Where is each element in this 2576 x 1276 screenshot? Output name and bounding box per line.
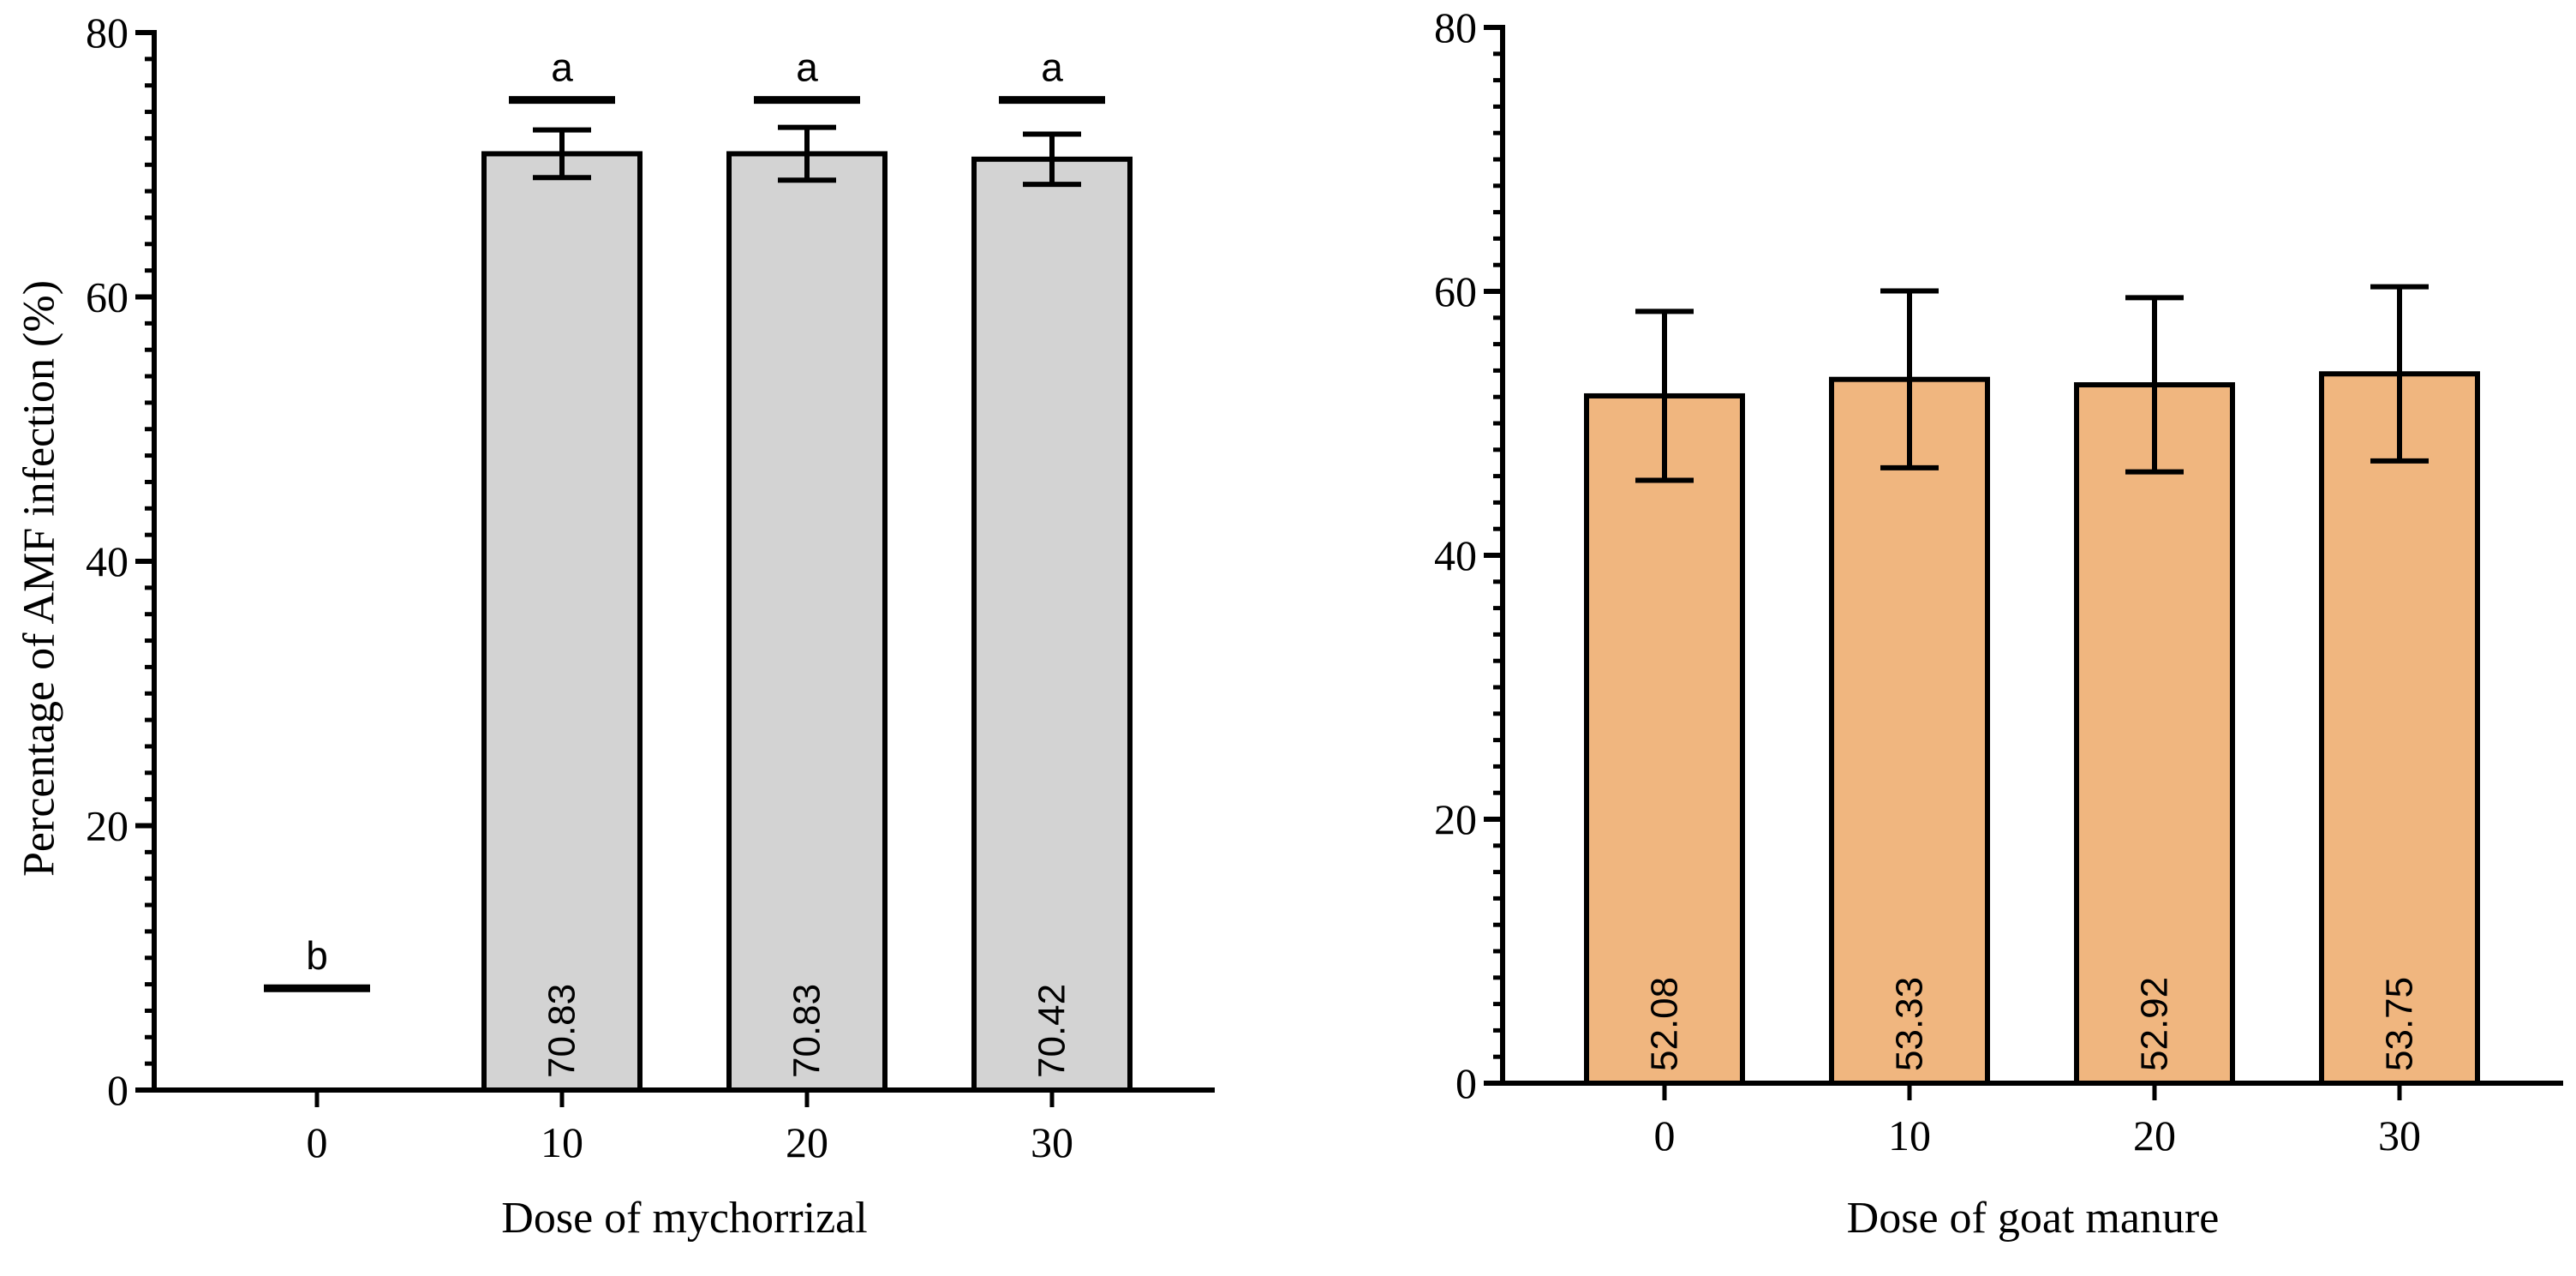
chart1.y-tick-label-60: 60 [1434,267,1477,315]
chart1.bar-30 [2319,371,2480,1086]
chart1.bar-10 [1829,376,1990,1086]
chart0.value-label-10: 70.83 [541,984,583,1078]
chart1.y-tick-label-80: 80 [1434,3,1477,51]
chart0.x-tick-label-20: 20 [786,1118,828,1166]
chart0.x-tick-label-30: 30 [1031,1118,1073,1166]
chart0.x-tick-label-10: 10 [541,1118,583,1166]
chart0.value-label-20: 70.83 [786,984,828,1078]
chart1.bar-20 [2074,382,2235,1087]
chart0.significance-letter-30: a [1041,45,1063,90]
chart1.y-tick-label-0: 0 [1455,1059,1477,1107]
goat-manure-chart-panel: 52.08 0 53.33 10 52.92 20 53.75 30 0 20 40 60 80 Dose… [1434,3,2563,1243]
chart1.value-label-30: 53.75 [2379,977,2421,1071]
chart1.bar-0 [1584,392,1745,1086]
chart1.y-tick-label-40: 40 [1434,531,1477,579]
chart0.y-tick-label-80: 80 [86,9,129,57]
chart0.significance-letter-20: a [796,45,818,90]
chart1.x-tick-label-30: 30 [2378,1111,2421,1159]
chart1.value-label-0: 52.08 [1644,977,1686,1071]
chart0.x-axis-title: Dose of mychorrizal [501,1194,867,1243]
chart1.value-label-20: 52.92 [2134,977,2176,1071]
mycorrhizal-chart-panel: b 0 70.83 a 10 70.83 a 20 70.42 a 30 0 20 40 60 80 Perce… [15,9,1215,1243]
chart0.y-tick-label-20: 20 [86,802,129,850]
chart0.significance-letter-10: a [551,45,573,90]
chart0.y-axis-title: Percentage of AMF infection (%) [15,280,64,877]
chart1.y-tick-label-20: 20 [1434,795,1477,843]
chart1.x-tick-label-0: 0 [1654,1111,1676,1159]
chart0.bar-20 [726,151,888,1093]
chart0.bar-10 [481,151,643,1093]
chart0.bar-30 [971,156,1133,1093]
chart0.significance-letter-0: b [306,933,328,978]
chart1.x-tick-label-20: 20 [2133,1111,2176,1159]
chart0.value-label-30: 70.42 [1031,984,1073,1078]
chart0.y-tick-label-40: 40 [86,537,129,585]
chart0.y-tick-label-60: 60 [86,273,129,321]
chart0.y-tick-label-0: 0 [107,1066,129,1114]
chart1.value-label-10: 53.33 [1889,977,1931,1071]
chart0.x-tick-label-0: 0 [307,1118,328,1166]
chart1.x-tick-label-10: 10 [1888,1111,1931,1159]
chart1.x-axis-title: Dose of goat manure [1847,1194,2220,1243]
